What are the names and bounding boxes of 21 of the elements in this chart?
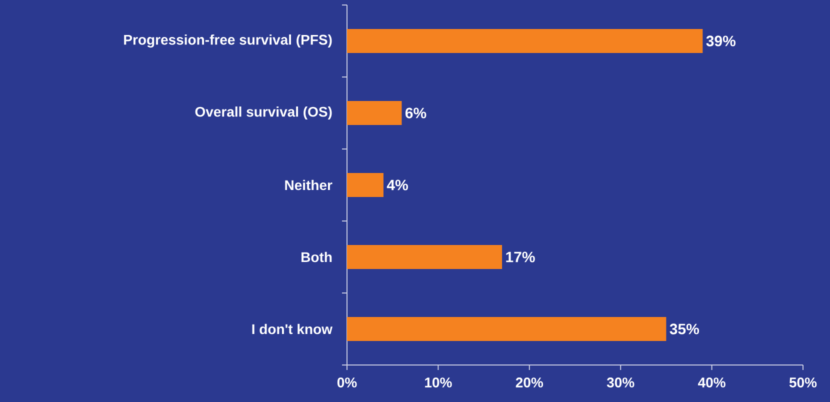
bar — [347, 317, 666, 342]
bar — [347, 173, 384, 198]
data-label: 17% — [506, 252, 535, 262]
y-tick-label: Progression-free survival (PFS) — [124, 34, 332, 48]
data-label: 39% — [706, 36, 736, 46]
x-tick-label: 30% — [606, 378, 634, 388]
y-tick-label: Both — [302, 252, 332, 262]
bar — [347, 101, 402, 126]
data-label: 6% — [405, 108, 426, 118]
data-label: 4% — [386, 180, 408, 190]
bar — [347, 245, 502, 270]
x-tick-label: 50% — [789, 378, 817, 388]
bar — [347, 29, 703, 54]
x-tick-label: 20% — [516, 378, 544, 388]
x-tick-label: 40% — [698, 378, 726, 388]
y-tick-label: I don't know — [252, 324, 332, 334]
y-tick-label: Overall survival (OS) — [195, 106, 332, 120]
x-tick-label: 10% — [425, 378, 452, 388]
y-tick-label: Neither — [285, 180, 332, 190]
x-tick-label: 0% — [337, 378, 357, 388]
data-label: 35% — [670, 324, 700, 334]
